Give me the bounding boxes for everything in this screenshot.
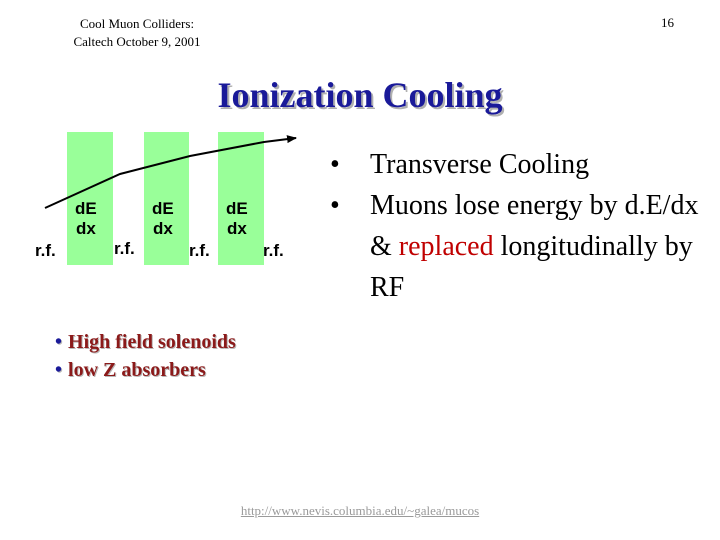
footer-url-link[interactable]: http://www.nevis.columbia.edu/~galea/muc… [240,503,480,518]
bullet-dot: • [330,149,340,180]
absorber-label-dx: dx [153,219,173,238]
bullet-text: Muons lose energy by d.E/dx & replaced l… [370,185,710,308]
rf-label: r.f. [114,239,135,258]
absorber-label-de: dE [75,199,97,218]
bullet-dot: • [55,359,63,381]
slide-title: Ionization Cooling [217,75,503,115]
list-item: • low Z absorbers [55,356,236,384]
rf-label: r.f. [189,241,210,260]
list-item-text: High field solenoids [68,331,236,353]
list-item-text: low Z absorbers [68,359,206,381]
absorber-label-de: dE [152,199,174,218]
absorber-label-dx: dx [76,219,96,238]
bullet-dot: • [55,331,63,353]
bullet-text: Transverse Cooling [370,149,590,180]
header-left: Cool Muon Colliders: Caltech October 9, … [62,15,212,51]
trajectory-arrow [44,135,297,209]
bullet-highlight: replaced [398,231,494,262]
bullet-list: • Transverse Cooling • Muons lose energy… [330,144,710,308]
header-event: Cool Muon Colliders: [79,16,195,31]
bullet-text-part: Muons lose energy by d.E/dx & [370,190,699,262]
header-date: Caltech October 9, 2001 [73,34,201,49]
absorber-block [218,132,264,265]
rf-label: r.f. [35,241,56,260]
component-list: • High field solenoids • low Z absorbers [55,328,236,384]
bullet-item: • Transverse Cooling [330,144,710,185]
bullet-text-part: longitudinally by RF [370,231,693,303]
absorber-block [144,132,189,265]
absorber-block [67,132,113,265]
absorber-label-de: dE [226,199,248,218]
bullet-item: • Muons lose energy by d.E/dx & replaced… [330,185,710,308]
rf-label: r.f. [263,241,284,260]
bullet-dot: • [330,190,340,221]
absorber-label-dx: dx [227,219,247,238]
page-number: 16 [661,15,674,30]
list-item: • High field solenoids [55,328,236,356]
cooling-diagram: dE dx dE dx dE dx r.f. r.f. r.f. r.f. [35,132,297,265]
